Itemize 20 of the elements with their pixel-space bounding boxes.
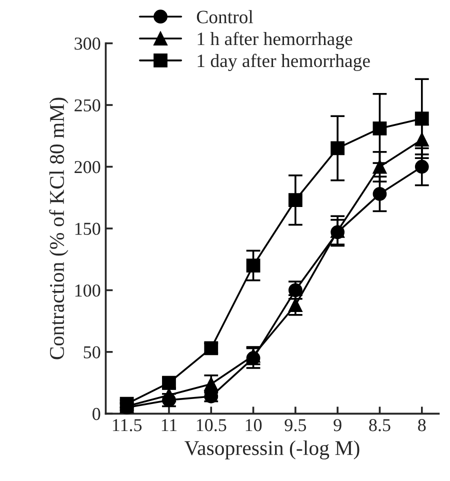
y-tick-label: 200 xyxy=(74,161,100,174)
y-tick-label: 300 xyxy=(74,38,100,50)
legend-label: 1 h after hemorrhage xyxy=(198,32,352,50)
y-tick-label: 250 xyxy=(74,99,100,112)
x-tick-label: 10.5 xyxy=(196,419,226,432)
y-tick-label: 150 xyxy=(75,222,100,235)
x-tick-label: 11 xyxy=(162,419,177,432)
x-tick-label: 9 xyxy=(334,419,342,432)
y-tick-label: 50 xyxy=(84,346,100,358)
y-tick-label: 100 xyxy=(75,284,100,297)
x-tick-label: 9.5 xyxy=(284,419,306,432)
x-tick-label: 11.5 xyxy=(112,419,142,432)
y-axis-title: Contraction (% of KCl 80 mM) xyxy=(49,98,68,360)
x-tick-label: 8.5 xyxy=(369,419,390,432)
y-tick-label: 0 xyxy=(92,408,100,420)
legend-label: Control xyxy=(196,10,254,24)
legend-label: 1 day after hemorrhage xyxy=(198,54,370,72)
x-tick-label: 8 xyxy=(418,419,426,432)
x-axis-title: Vasopressin (-log M) xyxy=(184,440,360,460)
x-tick-label: 10 xyxy=(246,419,262,432)
